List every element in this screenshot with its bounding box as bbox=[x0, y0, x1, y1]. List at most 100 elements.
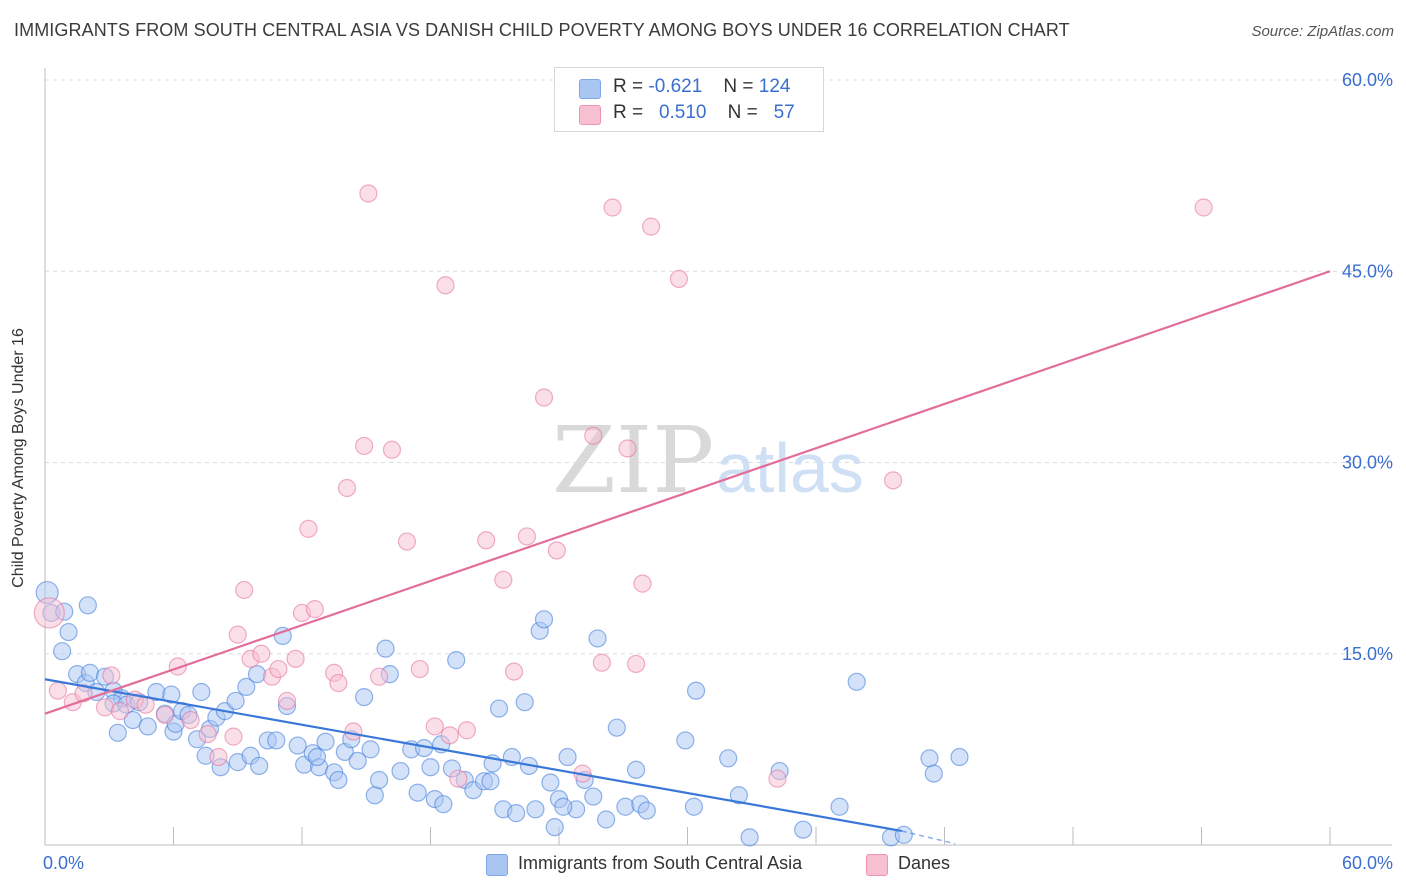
point-danes bbox=[397, 532, 417, 551]
point-danes bbox=[33, 597, 65, 629]
point-danes bbox=[181, 710, 200, 730]
point-immigrants bbox=[59, 622, 78, 642]
point-danes bbox=[299, 519, 318, 538]
trend-extension-immigrants bbox=[901, 830, 956, 845]
tick-labels: 15.0% 30.0% 45.0% 60.0% 0.0% 60.0% bbox=[43, 70, 1393, 873]
chart-title: IMMIGRANTS FROM SOUTH CENTRAL ASIA VS DA… bbox=[14, 20, 1070, 40]
point-danes bbox=[669, 269, 689, 288]
point-immigrants bbox=[626, 760, 646, 779]
point-danes bbox=[382, 440, 402, 459]
point-danes bbox=[228, 625, 247, 644]
point-immigrants bbox=[192, 682, 211, 702]
point-immigrants bbox=[489, 699, 509, 718]
point-immigrants bbox=[434, 795, 453, 814]
point-immigrants bbox=[545, 818, 564, 837]
point-danes bbox=[768, 769, 787, 788]
point-immigrants bbox=[370, 770, 389, 790]
point-immigrants bbox=[729, 786, 749, 805]
point-danes bbox=[102, 666, 121, 685]
point-danes bbox=[641, 217, 661, 236]
source-credit: Source: ZipAtlas.com bbox=[1251, 23, 1394, 40]
legend-swatch-danes bbox=[579, 105, 601, 125]
point-danes bbox=[337, 478, 357, 498]
point-immigrants bbox=[355, 687, 374, 707]
point-immigrants bbox=[237, 677, 256, 697]
point-danes bbox=[359, 184, 378, 203]
point-immigrants bbox=[597, 810, 616, 829]
y-tick-label: 60.0% bbox=[1342, 70, 1393, 90]
n-value-danes: 57 bbox=[773, 102, 795, 123]
n-value-immigrants: 124 bbox=[758, 76, 791, 97]
point-immigrants bbox=[507, 804, 526, 823]
point-immigrants bbox=[80, 663, 100, 682]
point-danes bbox=[305, 600, 324, 619]
point-immigrants bbox=[637, 801, 656, 820]
point-immigrants bbox=[108, 723, 127, 742]
point-immigrants bbox=[607, 718, 626, 737]
axes bbox=[44, 68, 1392, 846]
y-tick-label: 45.0% bbox=[1342, 261, 1393, 281]
r-value-immigrants: -0.621 bbox=[648, 76, 703, 97]
point-immigrants bbox=[920, 749, 939, 768]
point-immigrants bbox=[391, 761, 410, 781]
point-immigrants bbox=[376, 639, 395, 658]
point-immigrants bbox=[526, 800, 545, 819]
point-immigrants bbox=[348, 751, 367, 770]
point-immigrants bbox=[267, 731, 286, 750]
point-immigrants bbox=[78, 596, 97, 615]
bottom-swatch-immigrants bbox=[486, 854, 508, 876]
point-immigrants bbox=[365, 786, 384, 805]
point-danes bbox=[436, 276, 455, 295]
point-danes bbox=[410, 659, 429, 679]
point-immigrants bbox=[554, 797, 573, 816]
point-danes bbox=[626, 654, 646, 674]
r-label: R = bbox=[613, 76, 644, 97]
point-danes bbox=[618, 439, 637, 458]
point-danes bbox=[277, 691, 297, 711]
point-immigrants bbox=[924, 764, 943, 783]
data-points bbox=[33, 184, 1213, 847]
point-immigrants bbox=[686, 681, 706, 700]
point-danes bbox=[286, 649, 305, 668]
gridlines bbox=[45, 79, 1392, 655]
point-danes bbox=[269, 659, 288, 679]
point-danes bbox=[633, 574, 652, 593]
point-immigrants bbox=[447, 651, 466, 670]
watermark-zip: ZIP bbox=[552, 407, 714, 514]
point-immigrants bbox=[588, 629, 607, 648]
trend-line-immigrants bbox=[44, 678, 902, 833]
point-immigrants bbox=[481, 772, 500, 791]
bottom-label-immigrants: Immigrants from South Central Asia bbox=[518, 853, 803, 873]
point-danes bbox=[155, 705, 175, 725]
bottom-label-danes: Danes bbox=[898, 853, 951, 873]
point-immigrants bbox=[534, 610, 554, 629]
point-immigrants bbox=[740, 828, 759, 847]
trend-lines bbox=[44, 270, 1331, 845]
n-label: N = bbox=[723, 76, 754, 97]
point-immigrants bbox=[247, 665, 267, 684]
point-danes bbox=[198, 724, 217, 744]
point-immigrants bbox=[676, 731, 695, 750]
point-immigrants bbox=[162, 685, 181, 704]
correlation-legend: R = -0.621 N = 124 R = 0.510 N = 57 bbox=[554, 67, 824, 132]
point-danes bbox=[95, 698, 115, 717]
point-immigrants bbox=[847, 672, 866, 691]
point-immigrants bbox=[684, 797, 704, 816]
point-immigrants bbox=[288, 736, 307, 755]
point-danes bbox=[252, 644, 271, 663]
y-axis-label: Child Poverty Among Boys Under 16 bbox=[10, 328, 27, 588]
point-immigrants bbox=[250, 756, 269, 776]
legend-swatch-immigrants bbox=[579, 79, 601, 99]
point-danes bbox=[494, 570, 513, 589]
point-immigrants bbox=[541, 773, 560, 792]
point-danes bbox=[592, 653, 611, 672]
point-danes bbox=[168, 657, 187, 676]
point-immigrants bbox=[53, 642, 72, 661]
point-danes bbox=[48, 681, 67, 700]
point-danes bbox=[1194, 198, 1213, 217]
r-label: R = bbox=[613, 102, 644, 123]
point-danes bbox=[547, 541, 566, 560]
point-danes bbox=[209, 747, 228, 767]
point-danes bbox=[355, 436, 374, 456]
point-danes bbox=[224, 727, 243, 746]
